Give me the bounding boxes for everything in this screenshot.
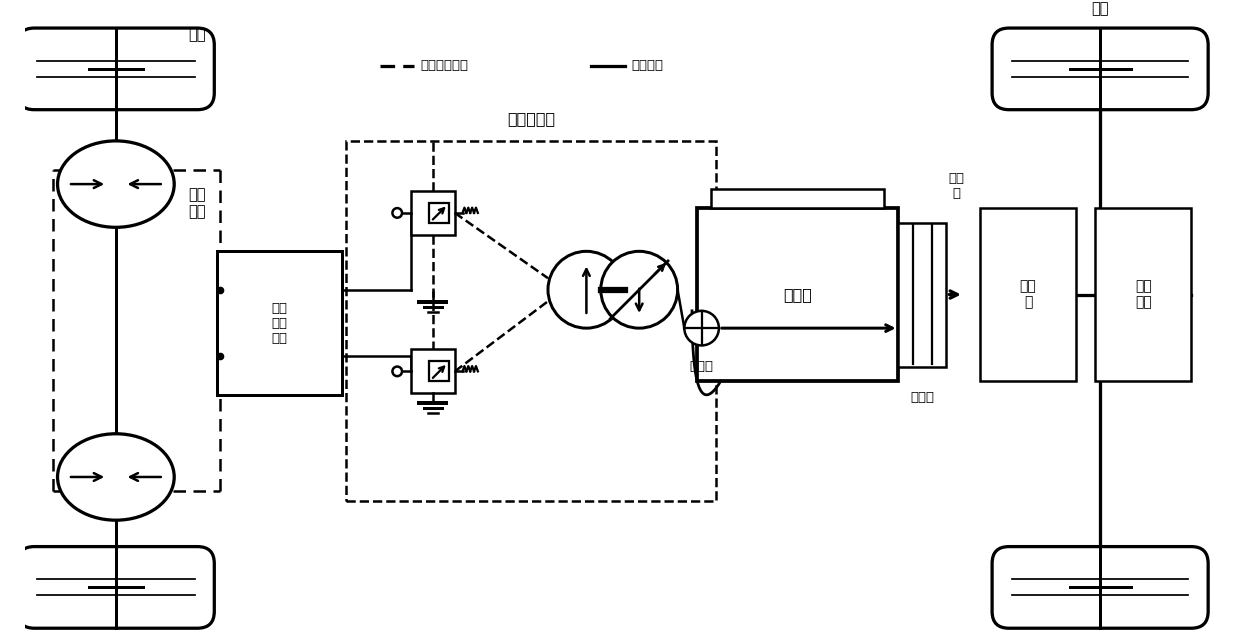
Circle shape bbox=[684, 311, 719, 345]
Circle shape bbox=[548, 251, 625, 328]
Text: 离合
器: 离合 器 bbox=[949, 172, 963, 201]
Ellipse shape bbox=[57, 434, 174, 520]
Bar bbox=[429, 203, 449, 223]
Bar bbox=[410, 349, 455, 394]
Circle shape bbox=[392, 367, 402, 376]
Text: 液压管路连接: 液压管路连接 bbox=[420, 60, 469, 73]
Bar bbox=[980, 208, 1076, 381]
Circle shape bbox=[392, 208, 402, 218]
Bar bbox=[1095, 208, 1192, 381]
Text: 后轮: 后轮 bbox=[1091, 1, 1109, 17]
Text: 液压
控制
阀组: 液压 控制 阀组 bbox=[272, 302, 288, 345]
Text: 机械连接: 机械连接 bbox=[631, 60, 663, 73]
Text: 液压
马达: 液压 马达 bbox=[188, 187, 206, 219]
FancyBboxPatch shape bbox=[992, 28, 1208, 110]
Circle shape bbox=[601, 251, 677, 328]
Text: 前轮: 前轮 bbox=[188, 27, 206, 42]
FancyBboxPatch shape bbox=[17, 28, 215, 110]
Bar bbox=[697, 208, 899, 381]
FancyBboxPatch shape bbox=[17, 547, 215, 628]
Text: 主减
速器: 主减 速器 bbox=[1135, 280, 1152, 310]
Text: 变速
器: 变速 器 bbox=[1019, 280, 1037, 310]
Text: 取力器: 取力器 bbox=[910, 390, 935, 404]
Bar bbox=[346, 141, 715, 501]
Bar bbox=[899, 222, 946, 367]
Bar bbox=[217, 251, 341, 395]
Bar bbox=[712, 189, 884, 208]
Bar bbox=[410, 191, 455, 235]
Text: 万向节: 万向节 bbox=[689, 360, 714, 373]
Text: 发动机: 发动机 bbox=[784, 287, 812, 302]
Ellipse shape bbox=[57, 141, 174, 228]
Text: 变量泵组件: 变量泵组件 bbox=[507, 111, 556, 127]
FancyBboxPatch shape bbox=[992, 547, 1208, 628]
Bar bbox=[429, 361, 449, 381]
